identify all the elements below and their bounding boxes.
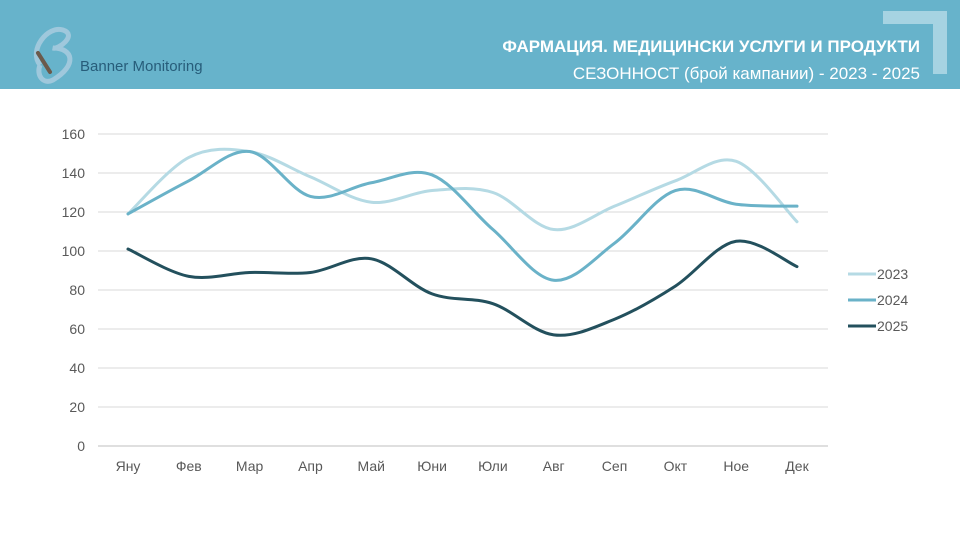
y-tick-label: 40: [69, 360, 85, 376]
page-subtitle: СЕЗОННОСТ (брой кампании) - 2023 - 2025: [572, 64, 920, 83]
x-tick-label: Авг: [543, 458, 565, 474]
x-tick-label: Ное: [723, 458, 749, 474]
logo-text: Banner Monitoring: [80, 58, 203, 75]
header-banner: Banner Monitoring ФАРМАЦИЯ. МЕДИЦИНСКИ У…: [0, 0, 960, 89]
legend-label-2025: 2025: [877, 318, 908, 334]
x-tick-label: Фев: [176, 458, 202, 474]
series-line-2025: [126, 239, 799, 337]
y-tick-label: 120: [62, 204, 86, 220]
y-tick-label: 100: [62, 243, 86, 259]
page-title: ФАРМАЦИЯ. МЕДИЦИНСКИ УСЛУГИ И ПРОДУКТИ: [502, 37, 920, 56]
y-tick-label: 140: [62, 165, 86, 181]
y-tick-label: 160: [62, 126, 86, 142]
y-tick-label: 20: [69, 399, 85, 415]
x-tick-label: Май: [358, 458, 385, 474]
y-tick-label: 0: [77, 438, 85, 454]
x-tick-label: Яну: [116, 458, 141, 474]
x-tick-label: Мар: [236, 458, 264, 474]
x-tick-label: Окт: [664, 458, 688, 474]
corner-decoration: [883, 11, 947, 74]
x-tick-label: Сеп: [602, 458, 627, 474]
x-tick-label: Апр: [298, 458, 323, 474]
series-line-2024: [126, 150, 799, 282]
y-tick-label: 60: [69, 321, 85, 337]
y-tick-label: 80: [69, 282, 85, 298]
legend-label-2024: 2024: [877, 292, 908, 308]
x-tick-label: Юли: [478, 458, 508, 474]
x-tick-label: Юни: [417, 458, 447, 474]
logo-icon: [33, 26, 73, 84]
x-tick-label: Дек: [785, 458, 809, 474]
legend-label-2023: 2023: [877, 266, 908, 282]
